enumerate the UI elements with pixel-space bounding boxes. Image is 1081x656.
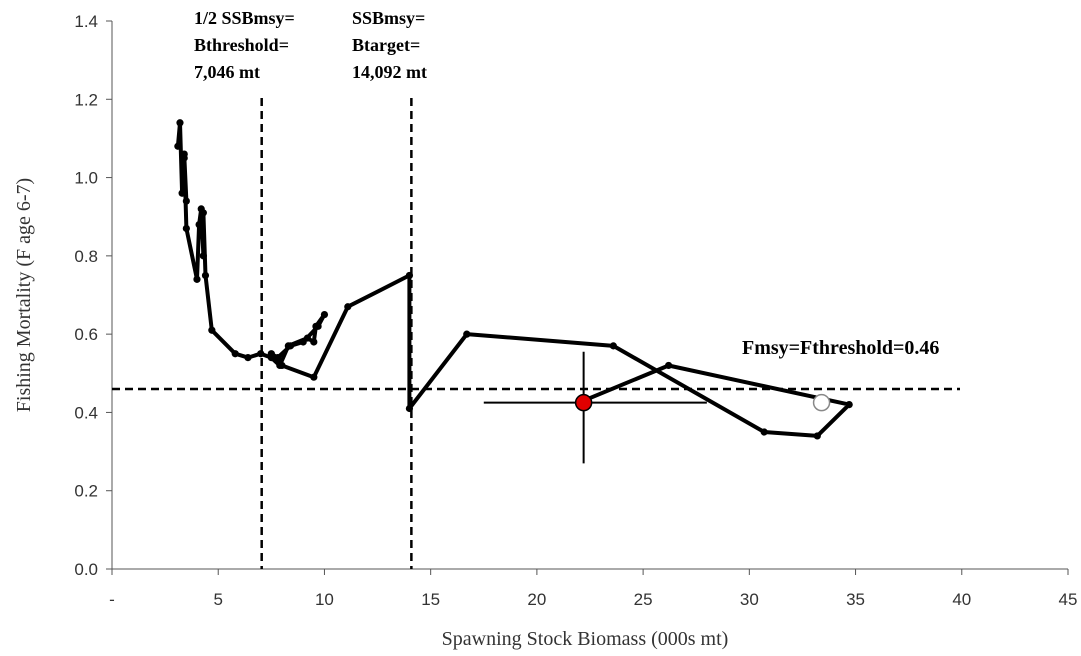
data-point (813, 432, 821, 440)
x-tick-label: 45 (1059, 590, 1078, 609)
x-tick-label: 30 (740, 590, 759, 609)
reference-line-label: Btarget= (352, 35, 420, 55)
y-tick-label: 0.8 (74, 247, 98, 266)
data-point (405, 271, 414, 280)
data-point (182, 197, 190, 205)
data-point (278, 361, 286, 370)
series (174, 119, 853, 440)
reference-line-label: SSBmsy= (352, 8, 425, 28)
data-point (176, 119, 184, 127)
x-tick-label: 5 (213, 590, 222, 609)
data-point (845, 401, 853, 409)
reference-line-label: 1/2 SSBmsy= (194, 8, 295, 28)
y-axis-title: Fishing Mortality (F age 6-7) (13, 178, 35, 412)
x-tick-label: - (109, 590, 115, 609)
reference-line-label: Fmsy=Fthreshold=0.46 (742, 337, 939, 359)
data-point (180, 150, 188, 158)
series-line (175, 120, 852, 438)
labels: 1/2 SSBmsy= Bthreshold= 7,046 mt SSBmsy= Bta… (194, 8, 939, 359)
data-point (178, 189, 186, 197)
data-point (286, 342, 295, 350)
data-point (201, 271, 210, 280)
x-tick-label: 10 (315, 590, 334, 609)
data-point (405, 404, 414, 413)
data-point (310, 373, 318, 381)
y-tick-label: 1.2 (74, 90, 98, 109)
y-tick-label: 0.2 (74, 482, 98, 501)
reference-lines (112, 98, 960, 569)
x-tick-label: 40 (952, 590, 971, 609)
y-tick-label: 1.0 (74, 169, 98, 188)
data-point (174, 142, 182, 150)
data-point (257, 350, 265, 358)
data-point (267, 350, 275, 358)
y-tick-label: 0.6 (74, 325, 98, 344)
data-point (463, 330, 471, 338)
y-tick-label: 0.0 (74, 560, 98, 579)
data-point (320, 310, 329, 319)
data-point (299, 338, 307, 346)
x-tick-label: 15 (421, 590, 440, 609)
reference-line-label: 14,092 mt (352, 62, 427, 82)
data-point (193, 275, 201, 283)
x-tick-label: 25 (634, 590, 653, 609)
x-tick-label: 20 (527, 590, 546, 609)
y-tick-label: 1.4 (74, 12, 98, 31)
reference-line-label: Bthreshold= (194, 35, 289, 55)
data-point (199, 209, 207, 217)
data-point (665, 361, 673, 370)
data-point (609, 342, 617, 350)
data-point (244, 354, 252, 362)
reference-line-label: 7,046 mt (194, 62, 260, 82)
data-point (182, 224, 190, 233)
data-point (199, 252, 207, 260)
data-point (344, 303, 352, 311)
axes: 0.0 0.2 0.4 0.6 0.8 1.0 1.2 1.4 - 5 10 15 20 25 30 35 40… (13, 12, 1077, 650)
open-circle-point (812, 393, 831, 412)
data-point (231, 350, 239, 358)
data-point (195, 220, 203, 229)
data-point (208, 326, 216, 334)
current-estimate-point (574, 393, 593, 412)
x-tick-label: 35 (846, 590, 865, 609)
data-point (310, 338, 318, 346)
data-point (314, 322, 322, 330)
current-estimate (483, 351, 707, 464)
y-tick-label: 0.4 (74, 403, 98, 422)
data-point (274, 354, 282, 362)
data-point (760, 428, 768, 436)
x-axis-title: Spawning Stock Biomass (000s mt) (442, 628, 729, 650)
